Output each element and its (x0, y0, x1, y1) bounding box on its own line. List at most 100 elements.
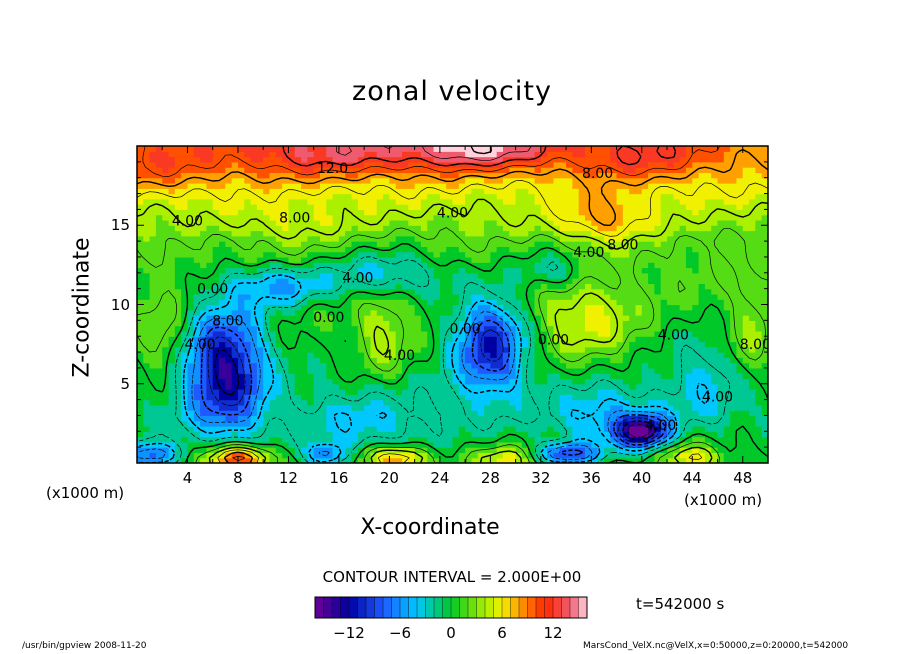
field-cell (338, 235, 346, 242)
field-cell (250, 293, 258, 300)
field-cell (168, 156, 176, 163)
field-cell (174, 151, 182, 158)
field-cell (275, 420, 283, 427)
field-cell (547, 404, 555, 411)
field-cell (654, 457, 662, 463)
field-cell (534, 378, 542, 385)
field-cell (610, 146, 618, 152)
field-cell (585, 320, 592, 327)
field-cell (471, 336, 479, 343)
field-cell (477, 378, 485, 385)
field-cell (288, 177, 296, 184)
field-cell (357, 256, 365, 263)
field-cell (187, 193, 195, 200)
field-cell (528, 246, 536, 253)
field-cell (648, 436, 656, 443)
field-cell (610, 204, 618, 210)
field-cell (484, 357, 491, 364)
field-cell (250, 225, 258, 232)
field-cell (648, 262, 656, 269)
field-cell (244, 410, 252, 417)
field-cell (402, 352, 409, 358)
field-cell (553, 177, 561, 184)
field-cell (509, 246, 517, 253)
field-cell (622, 404, 630, 411)
field-cell (143, 267, 151, 274)
field-cell (458, 161, 466, 168)
field-cell (174, 426, 182, 432)
field-cell (357, 362, 365, 369)
field-cell (641, 362, 649, 369)
field-cell (622, 457, 630, 463)
field-cell (629, 383, 637, 390)
field-cell (408, 457, 416, 463)
field-cell (376, 320, 384, 327)
field-cell (143, 346, 151, 353)
field-cell (370, 278, 378, 284)
field-cell (326, 230, 334, 237)
field-cell (402, 357, 409, 364)
field-cell (357, 330, 365, 337)
field-cell (603, 346, 611, 353)
field-cell (244, 230, 252, 237)
field-cell (496, 262, 504, 269)
field-cell (338, 262, 346, 269)
field-cell (269, 447, 277, 454)
field-cell (364, 256, 372, 263)
field-cell (263, 357, 271, 364)
field-cell (622, 394, 630, 401)
field-cell (364, 272, 372, 279)
field-cell (313, 352, 321, 358)
field-cell (357, 246, 365, 253)
field-cell (420, 198, 428, 205)
field-cell (275, 151, 283, 158)
field-cell (439, 198, 447, 205)
field-cell (212, 288, 220, 295)
field-cell (301, 193, 308, 200)
field-cell (496, 378, 504, 385)
field-cell (301, 452, 308, 459)
field-cell (597, 336, 605, 343)
field-cell (654, 352, 662, 358)
field-cell (256, 167, 264, 174)
field-cell (547, 330, 555, 337)
field-cell (143, 182, 151, 189)
field-cell (660, 441, 668, 448)
field-cell (332, 230, 340, 237)
field-cell (471, 399, 479, 406)
field-cell (446, 330, 454, 337)
field-cell (452, 304, 460, 311)
field-cell (193, 447, 201, 454)
field-cell (408, 436, 416, 443)
field-cell (326, 299, 334, 306)
field-cell (591, 288, 599, 295)
field-cell (231, 452, 239, 459)
field-cell (547, 367, 555, 374)
field-cell (206, 399, 214, 406)
field-cell (414, 362, 422, 369)
field-cell (540, 283, 548, 290)
field-cell (635, 352, 643, 358)
field-cell (395, 161, 403, 168)
field-cell (149, 214, 157, 221)
field-cell (566, 177, 573, 184)
field-cell (332, 209, 340, 216)
field-cell (370, 426, 378, 432)
field-cell (237, 267, 245, 274)
field-cell (547, 172, 555, 179)
field-cell (187, 436, 195, 443)
field-cell (629, 399, 637, 406)
field-cell (269, 325, 277, 332)
field-cell (509, 267, 517, 274)
field-cell (376, 172, 384, 179)
field-cell (622, 251, 630, 258)
field-cell (256, 225, 264, 232)
field-cell (547, 230, 555, 237)
field-cell (439, 367, 447, 374)
field-cell (338, 156, 346, 163)
field-cell (452, 404, 460, 411)
field-cell (282, 256, 290, 263)
field-cell (256, 198, 264, 205)
field-cell (307, 151, 315, 158)
field-cell (635, 146, 643, 152)
